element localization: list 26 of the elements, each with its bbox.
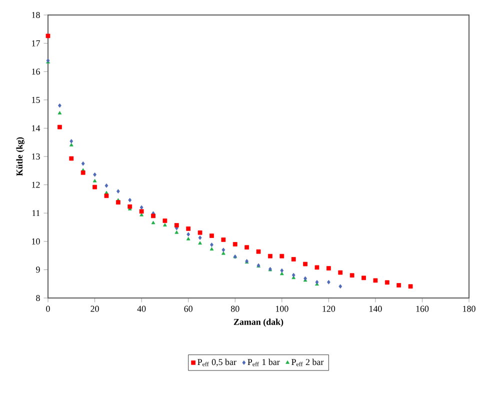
legend-label: P$_{eff}$ 1 bar	[248, 358, 280, 366]
x-tick-label: 40	[137, 306, 146, 312]
legend-label: P$_{eff}$ 0,5 bar	[198, 358, 236, 366]
x-tick-label: 180	[463, 306, 476, 312]
y-tick-label: 13	[32, 153, 40, 160]
x-tick-label: 60	[184, 306, 192, 312]
y-tick-label: 9	[36, 266, 40, 273]
y-tick-label: 11	[32, 210, 40, 216]
x-tick-label: 80	[230, 306, 240, 312]
x-tick-label: 0	[46, 306, 50, 312]
y-axis-title: Kütle (kg)	[16, 137, 24, 176]
y-tick-label: 17	[32, 40, 40, 46]
x-tick-label: 160	[416, 306, 429, 312]
x-tick-label: 20	[90, 306, 99, 312]
y-tick-label: 16	[32, 68, 40, 75]
y-tick-label: 15	[32, 96, 40, 103]
y-tick-label: 10	[32, 238, 40, 244]
y-tick-label: 14	[32, 125, 40, 132]
y-tick-label: 12	[32, 182, 40, 188]
y-tick-label: 18	[32, 12, 40, 18]
x-axis-title: Zaman (dak)	[234, 318, 284, 327]
y-tick-label: 8	[36, 294, 40, 302]
legend-label: P$_{eff}$ 2 bar	[292, 358, 324, 366]
x-tick-label: 120	[322, 306, 336, 312]
x-tick-label: 100	[276, 306, 288, 312]
x-tick-label: 140	[370, 306, 382, 312]
